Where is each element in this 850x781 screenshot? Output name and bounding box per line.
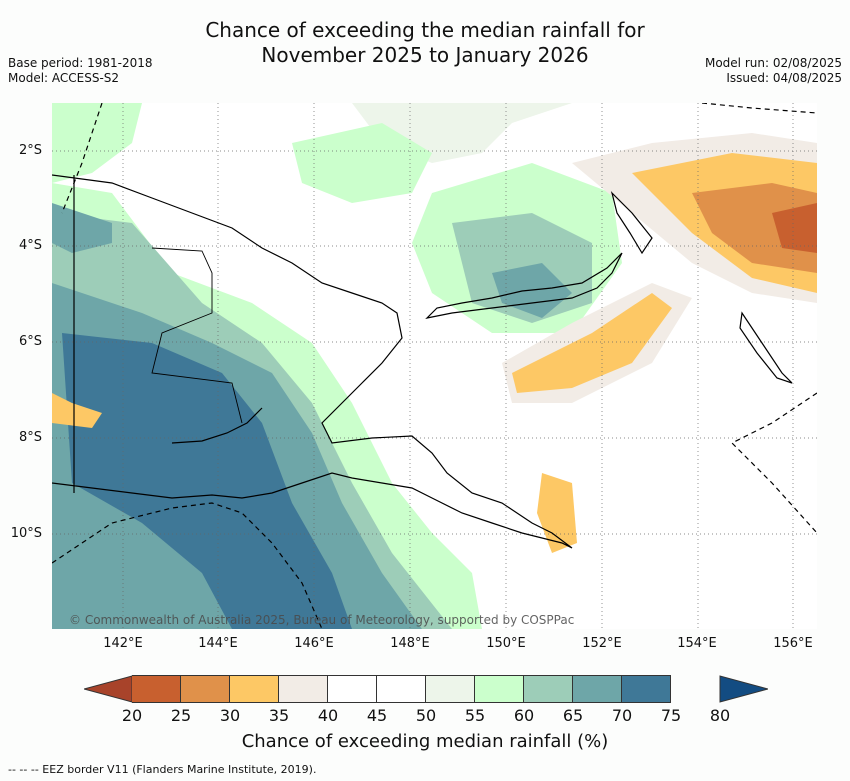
lon-label-144e: 144°E [198,636,238,651]
colorbar-tick-label: 20 [121,706,143,725]
new-ireland-coast [610,191,653,255]
model-name: Model: ACCESS-S2 [8,71,120,85]
colorbar-segment [181,676,230,702]
lon-label-152e: 152°E [582,636,622,651]
colorbar-tick-label: 35 [268,706,290,725]
colorbar-title: Chance of exceeding median rainfall (%) [241,731,609,752]
contour-75-south [62,333,352,629]
copyright-notice: © Commonwealth of Australia 2025, Bureau… [69,613,575,627]
new-guinea-coast [52,174,573,549]
title-line-1: Chance of exceeding the median rainfall … [205,18,645,42]
colorbar-tick-label: 55 [464,706,486,725]
model-run: Model run: 02/08/2025 [704,56,842,70]
colorbar-tick-label: 65 [562,706,584,725]
contour-50-southeast [652,443,817,629]
coastlines [52,174,793,549]
new-britain-coast [425,252,623,319]
colorbar-tick-label: 25 [170,706,192,725]
colorbar-segment [328,676,377,702]
eez-northwest [61,103,103,214]
colorbar-arrows [84,675,768,703]
contour-30-east [692,183,817,273]
colorbar-tick-label: 40 [317,706,339,725]
lon-label-142e: 142°E [103,636,143,651]
colorbar-segment [230,676,279,702]
eez-footnote: -- -- -- EEZ border V11 (Flanders Marine… [8,763,317,776]
contour-35-west [52,393,102,428]
contour-25-east [772,203,817,253]
lat-label-2s: 2°S [18,143,42,158]
colorbar-high-arrow [719,675,768,703]
contour-60-nw [52,103,142,183]
lat-label-10s: 10°S [10,526,42,541]
colorbar-segment [377,676,426,702]
colorbar-tick-label: 50 [415,706,437,725]
colorbar-segment [524,676,573,702]
eez-south [52,502,323,629]
province-borders [151,247,243,424]
colorbar-segment [622,676,671,702]
lon-label-146e: 146°E [294,636,334,651]
contour-60-north [292,123,432,203]
eez-borders [52,103,817,629]
colorbar-low-arrow [84,675,133,703]
colorbar-segment [475,676,524,702]
colorbar-tick-label: 75 [660,706,682,725]
lat-label-8s: 8°S [18,430,42,445]
lat-label-6s: 6°S [18,334,42,349]
chart-title: Chance of exceeding the median rainfall … [0,18,850,68]
colorbar-tick-label: 70 [611,706,633,725]
base-period: Base period: 1981-2018 [8,56,153,70]
eez-northeast [701,103,817,114]
map-canvas [52,103,817,629]
lat-label-4s: 4°S [18,238,42,253]
colorbar-segment [279,676,328,702]
gulf-coast [171,407,263,444]
rainfall-map: © Commonwealth of Australia 2025, Bureau… [52,103,817,629]
lon-label-154e: 154°E [677,636,717,651]
colorbar-tick-label: 45 [366,706,388,725]
title-line-2: November 2025 to January 2026 [261,43,589,67]
bougainville-coast [739,311,793,384]
contour-55-north [52,103,572,163]
colorbar-segment [573,676,622,702]
metadata-left: Base period: 1981-2018 Model: ACCESS-S2 [8,56,153,86]
lon-label-150e: 150°E [486,636,526,651]
colorbar-tick-label: 30 [219,706,241,725]
metadata-right: Model run: 02/08/2025 Issued: 04/08/2025 [705,56,842,86]
eez-east [730,392,817,534]
colorbar-segment [132,676,181,702]
colorbar-tick-label: 80 [709,706,731,725]
colorbar-segment [426,676,475,702]
contour-35-mid [512,293,672,393]
contour-35-south [537,473,577,553]
contour-70-west [52,203,112,253]
colorbar [84,675,768,703]
colorbar-tick-label: 60 [513,706,535,725]
issued-date: Issued: 04/08/2025 [726,71,842,85]
lon-label-148e: 148°E [390,636,430,651]
lon-label-156e: 156°E [773,636,813,651]
